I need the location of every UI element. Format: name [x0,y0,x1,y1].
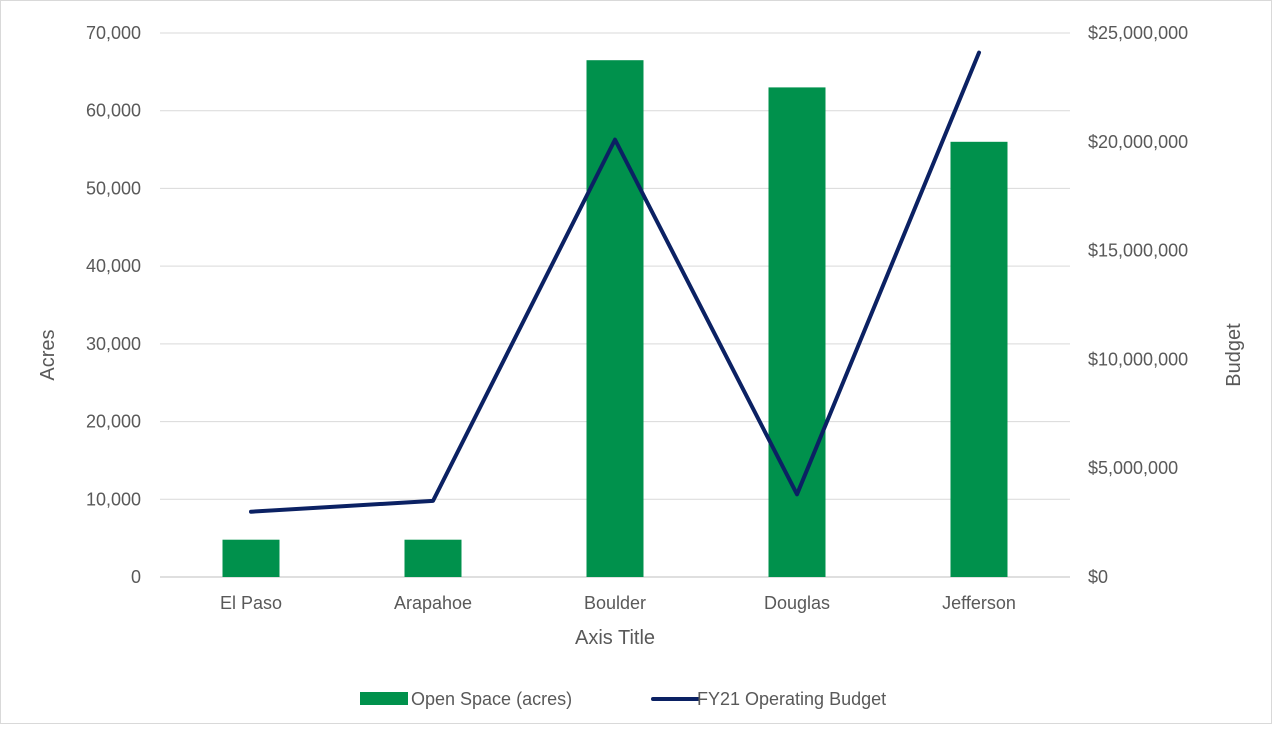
right-axis-ticks: $0 $5,000,000 $10,000,000 $15,000,000 $20,00… [1088,23,1188,587]
left-axis-title: Acres [37,329,59,380]
legend: Open Space (acres) FY21 Operating Budget [360,689,886,709]
left-axis-ticks: 0 10,000 20,000 30,000 40,000 50,000 60,000 70,… [86,23,141,587]
budget-line [249,50,981,514]
right-tick-label: $0 [1088,567,1108,587]
category-label: Boulder [584,593,646,613]
left-tick-label: 10,000 [86,489,141,509]
category-label: Arapahoe [394,593,472,613]
category-label: El Paso [220,593,282,613]
right-tick-label: $10,000,000 [1088,349,1188,369]
right-tick-label: $25,000,000 [1088,23,1188,43]
left-tick-label: 20,000 [86,412,141,432]
x-axis-title: Axis Title [575,627,655,649]
bar [222,539,280,577]
legend-bar-swatch [360,692,408,705]
category-axis-ticks: El Paso Arapahoe Boulder Douglas Jefferson [220,593,1016,613]
left-tick-label: 40,000 [86,256,141,276]
line-series [249,50,981,514]
category-label: Douglas [764,593,830,613]
left-tick-label: 60,000 [86,101,141,121]
right-tick-label: $5,000,000 [1088,458,1178,478]
category-label: Jefferson [942,593,1016,613]
left-tick-label: 70,000 [86,23,141,43]
bar [586,60,644,577]
bar [404,539,462,577]
bar [950,141,1008,578]
right-tick-label: $15,000,000 [1088,241,1188,261]
left-tick-label: 50,000 [86,178,141,198]
legend-line-label: FY21 Operating Budget [697,689,886,709]
right-tick-label: $20,000,000 [1088,132,1188,152]
right-axis-title: Budget [1223,323,1245,387]
left-tick-label: 30,000 [86,334,141,354]
bar [768,87,826,578]
legend-bar-label: Open Space (acres) [411,689,572,709]
left-tick-label: 0 [131,567,141,587]
